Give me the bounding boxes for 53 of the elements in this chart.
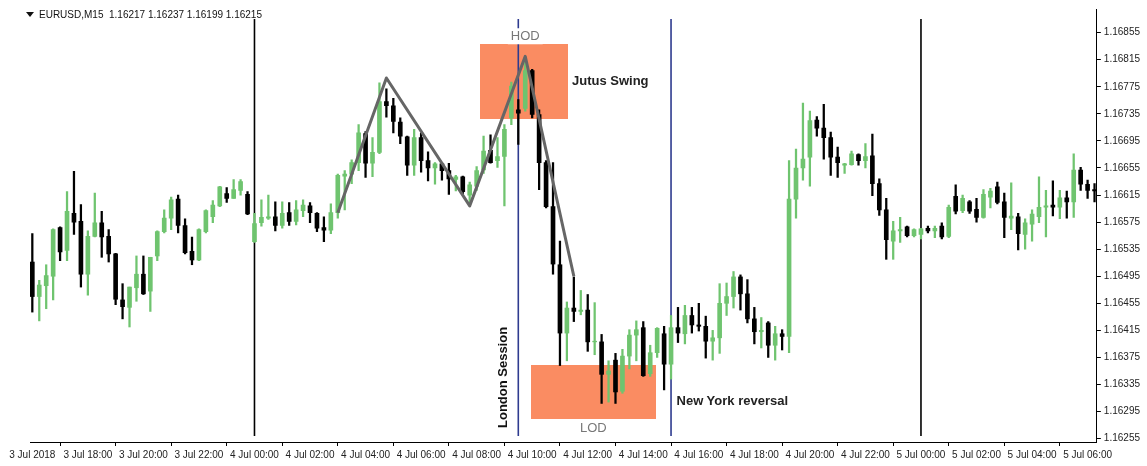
x-tick-label: 3 Jul 22:00: [174, 448, 224, 460]
x-tick-label: 4 Jul 12:00: [563, 448, 613, 460]
x-tick-label: 4 Jul 00:00: [230, 448, 280, 460]
x-tick-label: 3 Jul 20:00: [118, 448, 169, 460]
x-tick-label: 4 Jul 10:00: [507, 448, 558, 460]
annotation: LOD: [579, 419, 607, 435]
candlestick: [606, 360, 611, 403]
x-tick-label: 3 Jul 18:00: [63, 448, 113, 460]
y-tick-label: 1.16495: [1103, 269, 1141, 281]
x-tick-label: 4 Jul 18:00: [729, 448, 780, 460]
candlestick: [842, 162, 847, 174]
y-tick-label: 1.16575: [1103, 215, 1141, 227]
annotation: Jutus Swing: [571, 72, 649, 88]
x-tick-label: 4 Jul 06:00: [396, 448, 446, 460]
y-tick-label: 1.16295: [1103, 405, 1141, 417]
y-tick-label: 1.16695: [1103, 134, 1141, 146]
x-tick-label: 4 Jul 02:00: [285, 448, 335, 460]
x-tick-label: 3 Jul 2018: [9, 448, 56, 460]
y-tick-label: 1.16655: [1103, 161, 1141, 173]
candlestick: [988, 187, 993, 209]
candlestick: [724, 282, 729, 316]
y-tick-label: 1.16255: [1103, 432, 1141, 444]
y-tick-label: 1.16815: [1103, 53, 1141, 65]
candlestick: [120, 283, 125, 320]
y-tick-label: 1.16735: [1103, 107, 1141, 119]
candlestick: [370, 137, 375, 178]
x-tick-label: 4 Jul 04:00: [341, 448, 391, 460]
x-tick-label: 5 Jul 02:00: [952, 448, 1002, 460]
x-tick-label: 5 Jul 00:00: [896, 448, 946, 460]
x-tick-label: 4 Jul 22:00: [840, 448, 891, 460]
y-tick-label: 1.16535: [1103, 242, 1141, 254]
x-tick-label: 4 Jul 08:00: [452, 448, 502, 460]
candlestick: [495, 137, 500, 168]
x-tick-label: 4 Jul 20:00: [785, 448, 835, 460]
y-tick-label: 1.16375: [1103, 351, 1141, 363]
x-tick-label: 5 Jul 06:00: [1063, 448, 1113, 460]
annotation: New York reversal: [676, 393, 789, 409]
chart-title: EURUSD,M15 1.16217 1.16237 1.16199 1.16215: [39, 9, 262, 20]
candlestick: [259, 199, 264, 227]
y-tick-label: 1.16855: [1103, 26, 1141, 38]
y-tick-label: 1.16335: [1103, 378, 1141, 390]
x-tick-label: 5 Jul 04:00: [1007, 448, 1057, 460]
ref-line-label: London Session: [495, 326, 511, 428]
y-tick-label: 1.16415: [1103, 324, 1141, 336]
y-tick-label: 1.16775: [1103, 80, 1141, 92]
x-tick-label: 4 Jul 16:00: [674, 448, 724, 460]
candlestick: [134, 255, 139, 302]
y-tick-label: 1.16615: [1103, 188, 1141, 200]
y-tick-label: 1.16455: [1103, 297, 1141, 309]
candlestick: [384, 88, 389, 118]
x-tick-label: 4 Jul 14:00: [618, 448, 669, 460]
candlestick: [863, 143, 868, 169]
annotation: HOD: [510, 27, 540, 43]
